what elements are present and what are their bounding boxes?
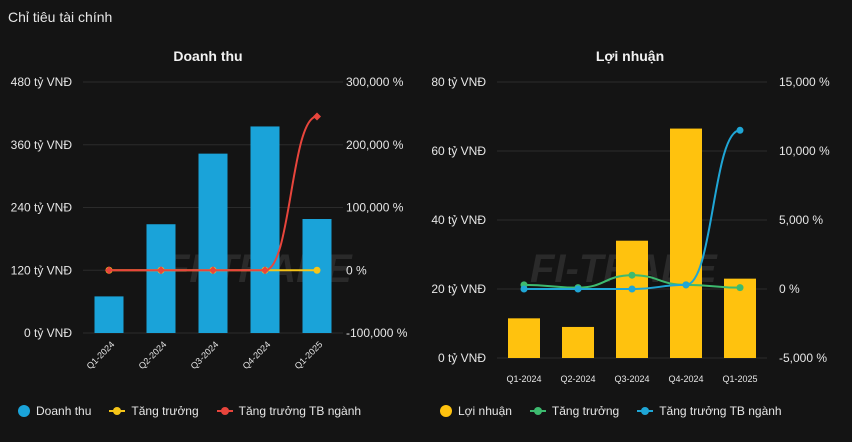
legend-line-icon [109,407,126,415]
y-tick-label: 0 tỷ VNĐ [24,326,72,340]
y-tick-label: 360 tỷ VNĐ [11,138,73,152]
line-point[interactable] [628,285,636,293]
line-point[interactable] [736,284,744,292]
x-tick-label: Q1-2025 [722,374,757,384]
line-point[interactable] [313,112,321,121]
bar[interactable] [198,153,228,333]
y-tick-label: 480 tỷ VNĐ [11,75,73,89]
y-tick-label: 120 tỷ VNĐ [11,263,73,277]
legend-label: Tăng trưởng [551,404,620,418]
bar[interactable] [724,278,756,358]
line-point[interactable] [682,281,690,289]
bar[interactable] [302,219,332,333]
line-point[interactable] [628,271,636,279]
y2-tick-label: 10,000 % [779,144,830,158]
legend-item[interactable]: Tăng trưởng [109,404,199,418]
legend-item[interactable]: Doanh thu [18,404,91,418]
line-point[interactable] [313,266,321,274]
x-tick-label: Q2-2024 [560,374,595,384]
x-tick-label: Q3-2024 [614,374,649,384]
legend-loi-nhuan: Lợi nhuận Tăng trưởng Tăng trưởng TB ngành [440,404,782,418]
y-tick-label: 80 tỷ VNĐ [431,75,486,89]
bar[interactable] [670,128,702,358]
y-tick-label: 60 tỷ VNĐ [431,144,486,158]
x-tick-label: Q4-2024 [668,374,703,384]
line-point[interactable] [157,266,165,275]
line-point[interactable] [105,266,113,275]
legend-line-icon [216,407,233,415]
y2-tick-label: 15,000 % [779,75,830,89]
chart-title: Doanh thu [173,48,242,64]
bar[interactable] [562,326,594,358]
y2-tick-label: -100,000 % [346,326,408,340]
legend-line-icon [529,407,546,415]
chart-title: Lợi nhuận [596,48,664,64]
x-tick-label: Q2-2024 [137,339,169,371]
y2-tick-label: 100,000 % [346,201,404,215]
legend-dot-icon [440,405,452,417]
series-line [109,115,318,272]
line-point[interactable] [261,266,269,275]
page-title: Chỉ tiêu tài chính [8,9,113,25]
legend-dot-icon [18,405,30,417]
legend-label: Lợi nhuận [458,404,512,418]
legend-label: Tăng trưởng [131,404,199,418]
line-point[interactable] [574,285,582,293]
legend-doanh-thu: Doanh thu Tăng trưởng Tăng trưởng TB ngành [18,404,361,418]
legend-item[interactable]: Tăng trưởng TB ngành [216,404,362,418]
y-tick-label: 0 tỷ VNĐ [438,351,486,365]
x-tick-label: Q1-2024 [85,339,117,371]
legend-item[interactable]: Tăng trưởng TB ngành [637,404,782,418]
legend-item[interactable]: Lợi nhuận [440,404,512,418]
legend-label: Tăng trưởng TB ngành [238,404,362,418]
series-line [524,129,741,290]
legend-item[interactable]: Tăng trưởng [529,404,620,418]
bar[interactable] [94,296,124,333]
y-tick-label: 40 tỷ VNĐ [431,213,486,227]
bar[interactable] [146,224,176,333]
y2-tick-label: 200,000 % [346,138,404,152]
line-point[interactable] [209,266,217,275]
y-tick-label: 20 tỷ VNĐ [431,282,486,296]
y2-tick-label: 5,000 % [779,213,823,227]
line-point[interactable] [736,126,744,134]
y2-tick-label: 0 % [346,263,367,277]
bar[interactable] [250,126,280,334]
x-tick-label: Q4-2024 [241,339,273,371]
line-point[interactable] [520,285,528,293]
x-tick-label: Q3-2024 [189,339,221,371]
legend-label: Doanh thu [36,404,92,418]
y2-tick-label: 0 % [779,282,800,296]
legend-line-icon [637,407,654,415]
x-tick-label: Q1-2025 [293,339,325,371]
bar[interactable] [616,240,648,358]
y2-tick-label: 300,000 % [346,75,404,89]
x-tick-label: Q1-2024 [506,374,541,384]
legend-label: Tăng trưởng TB ngành [659,404,782,418]
y2-tick-label: -5,000 % [779,351,827,365]
bar[interactable] [508,318,540,358]
y-tick-label: 240 tỷ VNĐ [11,201,73,215]
